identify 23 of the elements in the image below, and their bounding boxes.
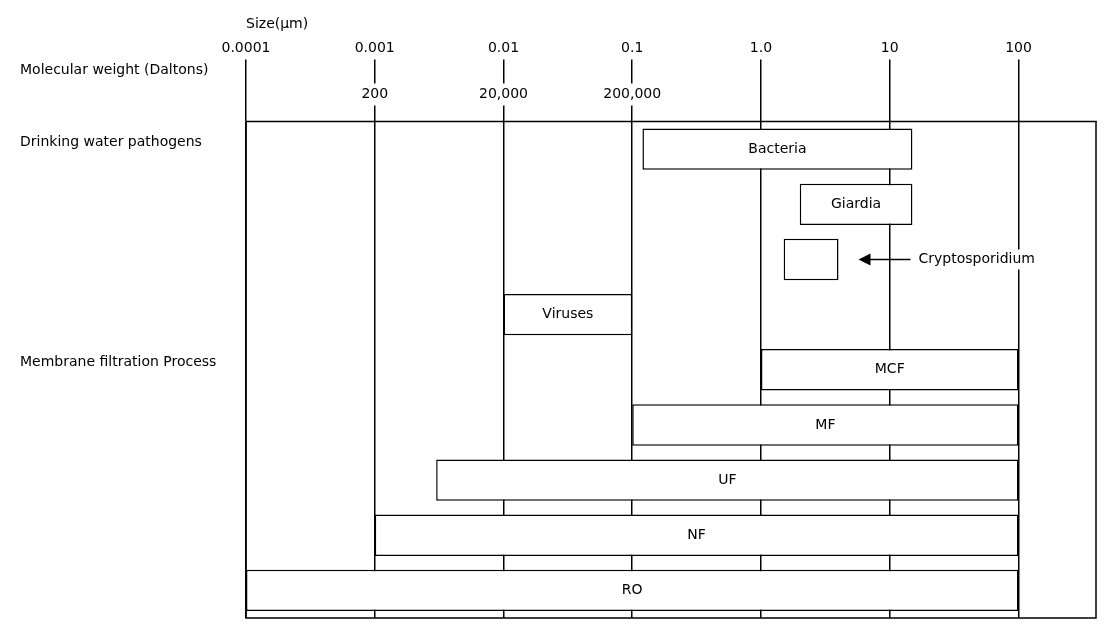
y-tick-label: Viruses bbox=[542, 305, 594, 322]
text: Drinking water pathogens bbox=[20, 132, 202, 149]
x-tick-label: 1.0 bbox=[749, 38, 773, 55]
text: 200,000 bbox=[603, 85, 662, 102]
y-tick-label: UF bbox=[718, 470, 737, 487]
y-tick-label: Cryptosporidium bbox=[918, 250, 1035, 267]
x-tick-label: 10 bbox=[880, 38, 899, 55]
y-tick-label: Giardia bbox=[830, 194, 882, 211]
y-tick-label: Bacteria bbox=[748, 139, 807, 156]
x-tick-label: 100 bbox=[1005, 38, 1032, 55]
x-tick-label: 0.001 bbox=[354, 38, 395, 55]
x-tick-label: 0.01 bbox=[487, 38, 520, 55]
x-axis-title: Size(μm) bbox=[246, 15, 309, 32]
y-tick-label: RO bbox=[621, 581, 643, 598]
text: 200 bbox=[361, 85, 389, 102]
y-tick-label: NF bbox=[687, 525, 706, 542]
text: 20,000 bbox=[479, 85, 528, 102]
y-tick-label: MF bbox=[815, 415, 836, 432]
y-tick-label: MCF bbox=[874, 360, 905, 377]
text: Membrane filtration Process bbox=[20, 353, 217, 370]
x-tick-label: 0.0001 bbox=[221, 38, 271, 55]
x-tick-label: 0.1 bbox=[621, 38, 644, 55]
text: Molecular weight (Daltons) bbox=[20, 61, 209, 78]
